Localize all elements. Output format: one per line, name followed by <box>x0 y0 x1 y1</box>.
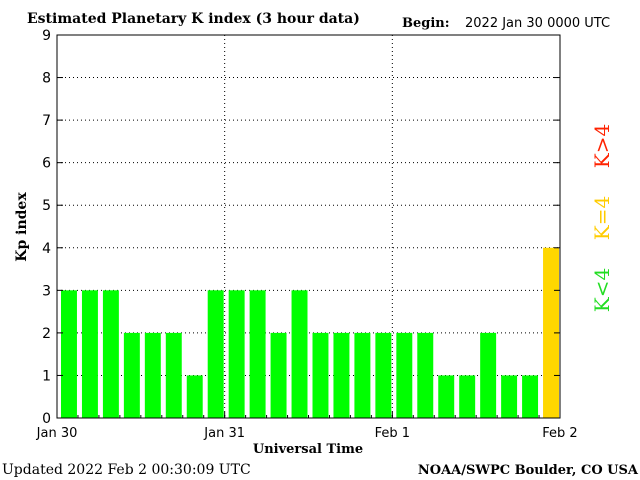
kp-bar <box>123 332 140 418</box>
kp-bar <box>102 290 119 418</box>
bars <box>61 247 559 418</box>
kp-bar <box>165 332 182 418</box>
x-tick-label: Feb 2 <box>542 426 577 441</box>
y-tick-label: 4 <box>42 241 51 257</box>
legend-label: K<4 <box>590 268 614 312</box>
legend: K<4 K=4 K>4 <box>590 124 614 312</box>
y-axis-label: Kp index <box>14 192 30 262</box>
kp-bar <box>522 375 539 418</box>
kp-bar <box>312 332 329 418</box>
x-axis-label: Universal Time <box>253 442 363 457</box>
y-tick-label: 2 <box>42 326 51 342</box>
kp-bar <box>375 332 392 418</box>
source-credit: NOAA/SWPC Boulder, CO USA <box>418 463 639 478</box>
kp-bar <box>333 332 350 418</box>
y-tick-label: 5 <box>42 198 51 214</box>
kp-bar <box>81 290 98 418</box>
y-tick-label: 6 <box>42 156 51 172</box>
kp-bar <box>291 290 308 418</box>
kp-bar <box>417 332 434 418</box>
legend-label: K=4 <box>590 196 614 240</box>
kp-bar <box>438 375 455 418</box>
y-ticks: 0 1 2 3 4 5 6 7 8 9 <box>42 28 560 427</box>
y-tick-label: 3 <box>42 283 51 299</box>
kp-bar <box>61 290 77 418</box>
kp-bar <box>354 332 371 418</box>
y-tick-label: 7 <box>42 113 51 129</box>
kp-bar <box>480 332 497 418</box>
kp-bar <box>228 290 245 418</box>
x-tick-label: Jan 31 <box>203 426 245 441</box>
kp-bar <box>396 332 413 418</box>
begin-value: 2022 Jan 30 0000 UTC <box>465 16 610 31</box>
chart-title: Estimated Planetary K index (3 hour data… <box>27 11 360 27</box>
kp-bar <box>270 332 287 418</box>
x-tick-label: Jan 30 <box>36 426 78 441</box>
kp-bar <box>459 375 476 418</box>
y-tick-label: 1 <box>42 368 51 384</box>
legend-label: K>4 <box>590 124 614 168</box>
x-tick-label: Feb 1 <box>375 426 410 441</box>
y-tick-label: 9 <box>42 28 51 44</box>
updated-timestamp: Updated 2022 Feb 2 00:30:09 UTC <box>2 462 251 478</box>
begin-label: Begin: <box>402 16 450 31</box>
kp-bar <box>501 375 518 418</box>
kp-bar <box>144 332 161 418</box>
kp-bar <box>249 290 266 418</box>
kp-bar <box>207 290 224 418</box>
y-tick-label: 0 <box>42 411 51 427</box>
kp-bar <box>186 375 203 418</box>
x-ticks: Jan 30 Jan 31 Feb 1 Feb 2 <box>36 412 578 441</box>
y-tick-label: 8 <box>42 71 51 87</box>
